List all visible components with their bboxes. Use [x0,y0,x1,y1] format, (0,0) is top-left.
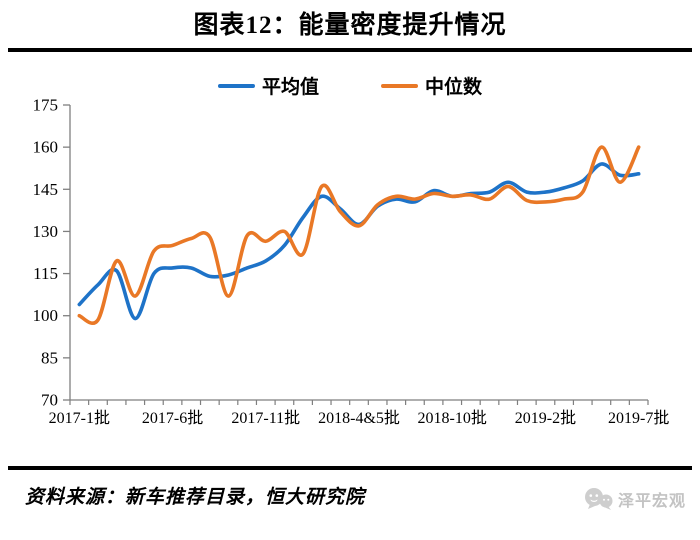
wechat-bubbles-icon [584,488,613,510]
legend-label-median: 中位数 [425,77,483,98]
x-tick-label: 2018-10批 [418,409,487,427]
y-tick-label: 115 [33,264,58,283]
chart-legend: 平均值 中位数 [0,72,700,99]
x-tick-label: 2017-11批 [231,409,300,427]
x-tick-label: 2019-2批 [515,409,576,427]
y-tick-label: 70 [41,391,58,410]
y-tick-label: 85 [41,348,58,367]
y-tick-label: 130 [33,222,59,241]
chart-canvas: 70 85 100 115 130 145 160 175 2017-1批 2017-6批 2017… [33,96,670,428]
y-tick-label: 100 [33,306,59,325]
median-line-swatch [381,83,418,88]
source-note: 资料来源：新车推荐目录，恒大研究院 [25,487,366,508]
top-divider [8,48,692,52]
y-tick-label: 160 [33,138,59,157]
median-series-line [77,145,641,325]
brand-logo-text: 泽平宏观 [617,493,686,510]
line-chart: 70 85 100 115 130 145 160 175 2017-1批 2017-6批 2017… [0,95,700,445]
legend-item-average: 平均值 [217,72,319,99]
brand-logo: 泽平宏观 [584,487,686,511]
x-tick-label: 2019-7批 [608,409,669,427]
y-tick-label: 145 [33,180,59,199]
x-tick-label: 2017-6批 [142,409,203,427]
y-tick-label: 175 [33,96,59,115]
bottom-divider [8,466,692,470]
x-tick-label: 2018-4&5批 [318,409,400,427]
average-line-swatch [217,83,255,88]
average-series-line [77,162,641,321]
chart-title: 图表12：能量密度提升情况 [193,12,507,39]
x-tick-label: 2017-1批 [49,409,110,427]
legend-label-average: 平均值 [261,77,319,98]
legend-item-median: 中位数 [381,72,482,99]
